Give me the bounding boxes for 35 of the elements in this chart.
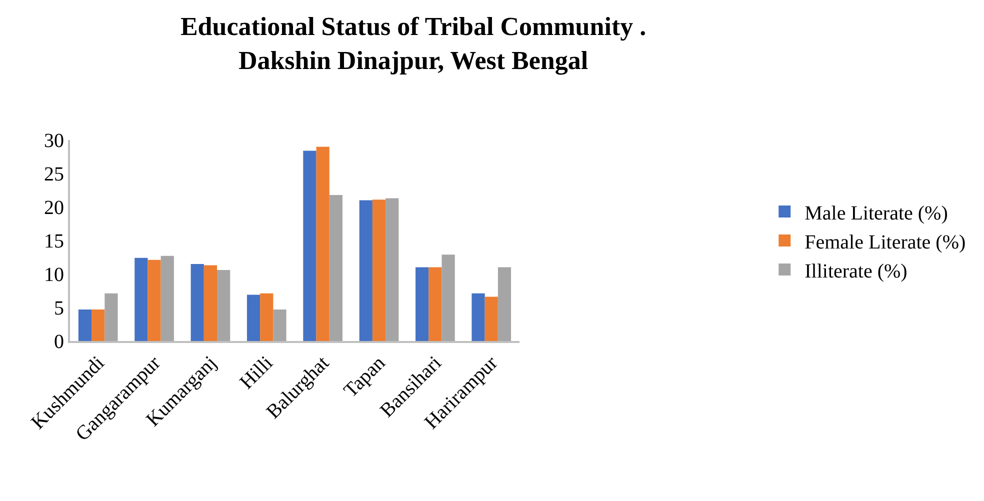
bar: [92, 310, 105, 341]
bar: [204, 265, 218, 341]
bar: [386, 198, 399, 341]
y-tick-label: 5: [54, 298, 64, 320]
y-tick-label: 20: [44, 197, 64, 219]
legend-label: Female Literate (%): [804, 231, 966, 254]
bar: [428, 267, 442, 341]
bar: [246, 294, 260, 341]
legend-label: Male Literate (%): [804, 202, 948, 224]
bar: [134, 258, 148, 341]
bar: [160, 256, 174, 341]
bar: [416, 267, 429, 341]
y-tick-label: 0: [54, 331, 64, 353]
bar: [329, 194, 342, 341]
bar: [472, 293, 485, 341]
bar: [104, 293, 118, 341]
bar: [372, 200, 386, 341]
y-tick-label: 10: [44, 264, 64, 286]
bar: [442, 254, 455, 341]
bar: [190, 264, 204, 341]
bar: [316, 146, 330, 341]
y-tick-label: 30: [44, 130, 64, 152]
bar: [359, 200, 372, 341]
bar: [217, 270, 230, 341]
chart-title: Educational Status of Tribal Community . Dakshin Dinajpur, West Bengal: [180, 12, 646, 75]
bar: [273, 310, 286, 341]
bar: [498, 267, 512, 341]
bar: [484, 296, 498, 341]
y-tick-label: 25: [44, 164, 64, 186]
y-tick-label: 15: [44, 230, 64, 252]
bar: [303, 150, 316, 341]
bar: [78, 310, 92, 341]
bar: [148, 260, 161, 341]
bar: [260, 293, 274, 341]
legend-label: Illiterate (%): [804, 260, 908, 282]
